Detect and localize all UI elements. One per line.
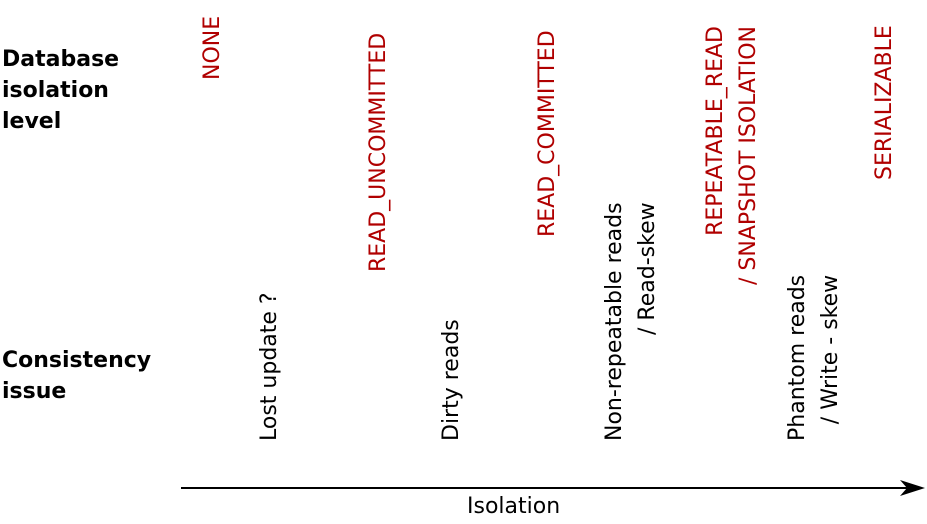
label-line: Database (2, 47, 120, 72)
arrow-head-icon (900, 480, 925, 496)
consistency-issue-label: Consistency issue (2, 345, 151, 407)
label-line: level (2, 109, 62, 134)
label-line: issue (2, 379, 67, 404)
database-isolation-level-label: Database isolation level (2, 44, 119, 137)
axis-label: Isolation (467, 494, 561, 519)
label-line: Consistency (2, 348, 152, 373)
label-line: isolation (2, 78, 109, 103)
